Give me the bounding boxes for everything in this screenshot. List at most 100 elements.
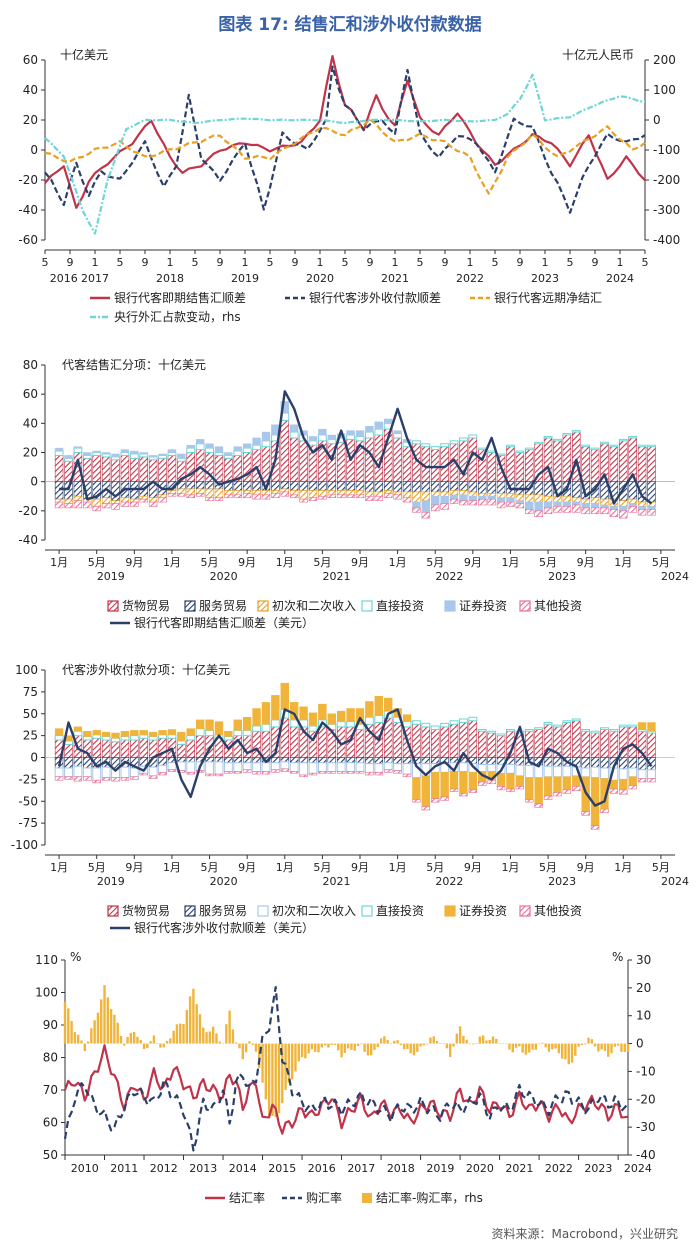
bar-0 xyxy=(468,720,478,758)
bar-5 xyxy=(449,788,459,792)
diff-bar xyxy=(521,1043,524,1053)
bar-4 xyxy=(459,494,468,501)
bar-0 xyxy=(318,726,327,758)
bar-3 xyxy=(129,735,139,741)
bar-3 xyxy=(628,435,638,439)
bar-0 xyxy=(487,452,496,482)
x-tick-label: 5月 xyxy=(313,556,331,569)
bar-4 xyxy=(280,401,289,414)
bar-3 xyxy=(205,729,215,737)
bar-5 xyxy=(365,772,374,776)
legend-label-4: 证券投资 xyxy=(459,598,507,613)
bar-1 xyxy=(477,481,487,494)
bar-1 xyxy=(318,757,327,764)
y-tick-label: 60 xyxy=(23,387,38,401)
x-tick-label: 1月 xyxy=(501,861,519,874)
bar-5 xyxy=(590,507,600,515)
bar-2 xyxy=(205,488,214,499)
bar-5 xyxy=(130,501,139,507)
diff-bar xyxy=(225,1024,228,1044)
bar-2 xyxy=(54,498,64,503)
diff-bar xyxy=(472,1043,475,1045)
bar-5 xyxy=(271,493,280,499)
bar-1 xyxy=(572,481,581,499)
diff-bar xyxy=(626,1043,630,1053)
bar-2 xyxy=(393,491,402,496)
bar-5 xyxy=(402,773,412,778)
bar-3 xyxy=(129,453,139,459)
diff-bar xyxy=(192,988,195,1044)
bar-1 xyxy=(449,481,459,491)
bar-3 xyxy=(600,441,609,445)
bar-4 xyxy=(73,446,83,449)
bar-3 xyxy=(449,720,459,725)
bar-1 xyxy=(393,481,402,493)
bar-4 xyxy=(581,503,590,509)
bar-1 xyxy=(581,757,590,769)
bar-2 xyxy=(647,769,656,779)
x-year-label: 2019 xyxy=(97,570,125,583)
bar-0 xyxy=(224,458,233,482)
bar-0 xyxy=(647,446,656,482)
bar-0 xyxy=(214,455,224,482)
diff-bar xyxy=(488,1039,491,1044)
diff-bar xyxy=(389,1043,393,1044)
bar-5 xyxy=(111,503,120,510)
bar-2 xyxy=(148,497,158,503)
bar-2 xyxy=(496,493,506,499)
x-tick-label: 1月 xyxy=(389,861,407,874)
diff-bar xyxy=(356,1043,360,1046)
bar-2 xyxy=(223,762,233,772)
y-tick-label: -40 xyxy=(18,203,38,217)
bar-3 xyxy=(440,443,450,448)
x-tick-label: 5月 xyxy=(313,861,331,874)
x-tick-label: 1月 xyxy=(614,556,632,569)
diff-bar xyxy=(172,1030,175,1044)
bar-3 xyxy=(496,733,506,737)
diff-bar xyxy=(475,1043,478,1044)
bar-4 xyxy=(553,501,562,507)
bar-3 xyxy=(364,716,374,725)
bar-0 xyxy=(487,732,496,758)
x-tick-label: 5月 xyxy=(652,556,670,569)
bar-1 xyxy=(289,481,299,491)
bar-4 xyxy=(440,772,449,798)
bar-5 xyxy=(167,493,177,497)
diff-bar xyxy=(281,1043,284,1104)
diff-bar xyxy=(307,1043,310,1054)
bar-4 xyxy=(647,506,656,510)
bar-0 xyxy=(111,459,120,482)
bar-2 xyxy=(214,761,224,775)
diff-bar xyxy=(271,1043,274,1116)
bar-4 xyxy=(214,446,224,453)
bar-1 xyxy=(73,757,83,767)
bar-4 xyxy=(120,731,130,737)
diff-bar xyxy=(409,1043,412,1054)
x-tick-label: 9月 xyxy=(464,556,482,569)
bar-3 xyxy=(346,721,356,728)
bar-3 xyxy=(92,734,102,739)
legend-label-3: 直接投资 xyxy=(376,598,424,613)
bar-4 xyxy=(92,730,101,735)
bar-3 xyxy=(571,718,581,722)
bar-1 xyxy=(477,757,487,765)
bar-0 xyxy=(195,449,205,482)
bar-2 xyxy=(355,490,365,496)
x-tick-label: 5月 xyxy=(652,861,670,874)
diff-bar xyxy=(264,1043,268,1100)
x-tick-label: 5 xyxy=(417,256,424,269)
bar-1 xyxy=(628,481,637,500)
bar-2 xyxy=(402,491,412,499)
bar-0 xyxy=(101,739,111,758)
bar-0 xyxy=(158,458,167,482)
diff-bar xyxy=(580,1043,584,1046)
bar-5 xyxy=(619,510,628,519)
legend-label-2: 初次和二次收入 xyxy=(272,599,356,613)
bar-2 xyxy=(167,762,177,771)
x-year-label: 2015 xyxy=(268,1162,296,1175)
legend-label-0: 货物贸易 xyxy=(122,903,170,918)
bar-4 xyxy=(242,443,252,449)
bar-2 xyxy=(572,497,581,503)
bar-3 xyxy=(590,447,600,451)
